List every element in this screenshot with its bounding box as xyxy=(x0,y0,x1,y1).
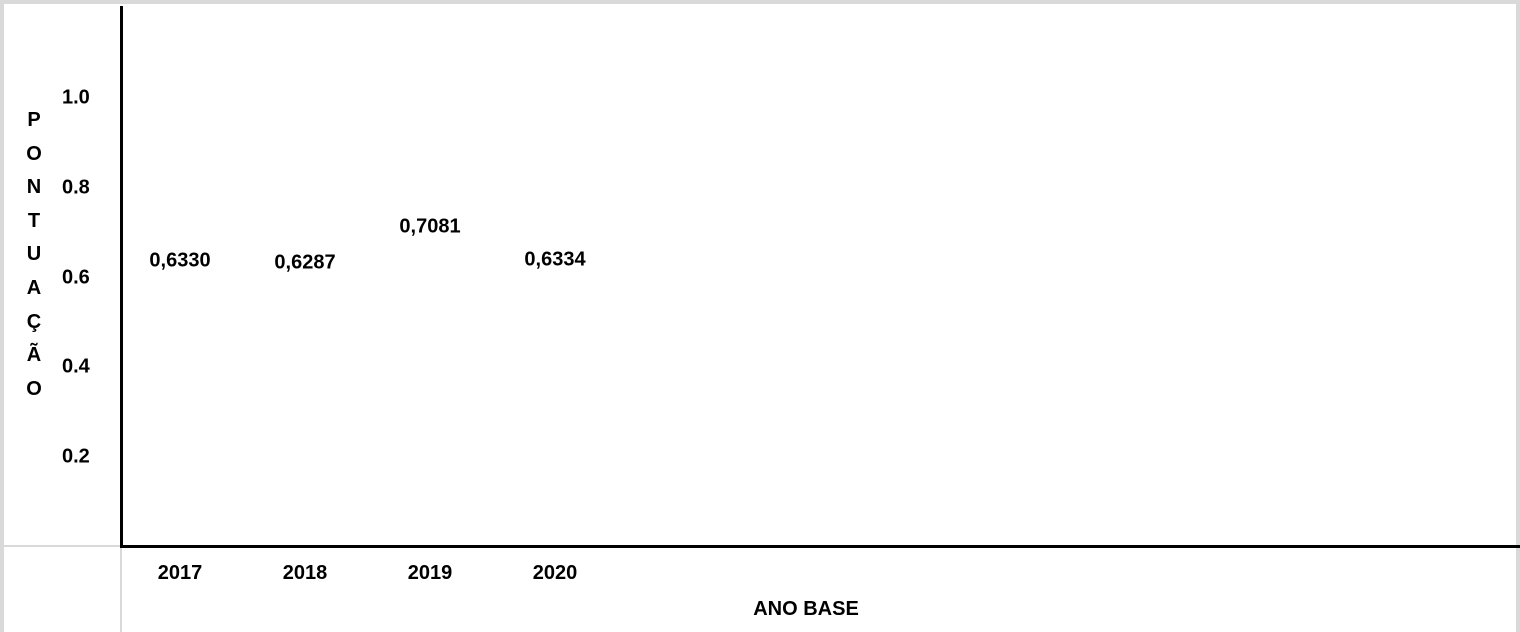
x-tick-label: 2018 xyxy=(282,562,328,584)
data-label: 0,6287 xyxy=(274,251,336,274)
frame-divider-vertical xyxy=(120,547,122,632)
x-tick-label: 2020 xyxy=(532,562,578,584)
y-axis-label: PONTUAÇÃO xyxy=(26,109,42,400)
frame-divider-horizontal xyxy=(0,545,122,547)
y-tick-label: 0.6 xyxy=(62,266,90,288)
y-tick-label: 1.0 xyxy=(62,86,90,109)
y-tick-label: 0.8 xyxy=(62,176,90,199)
x-tick-label: 2017 xyxy=(157,562,203,584)
x-tick-label: 2019 xyxy=(407,562,453,584)
data-label: 0,7081 xyxy=(399,215,461,238)
y-tick-label: 0.2 xyxy=(62,445,90,468)
y-axis-line xyxy=(120,6,123,548)
y-tick-label: 0.4 xyxy=(62,355,90,378)
data-label: 0,6334 xyxy=(524,248,586,271)
x-axis-label: ANO BASE xyxy=(753,598,859,620)
data-label: 0,6330 xyxy=(149,249,211,272)
x-axis-line xyxy=(120,545,1520,548)
